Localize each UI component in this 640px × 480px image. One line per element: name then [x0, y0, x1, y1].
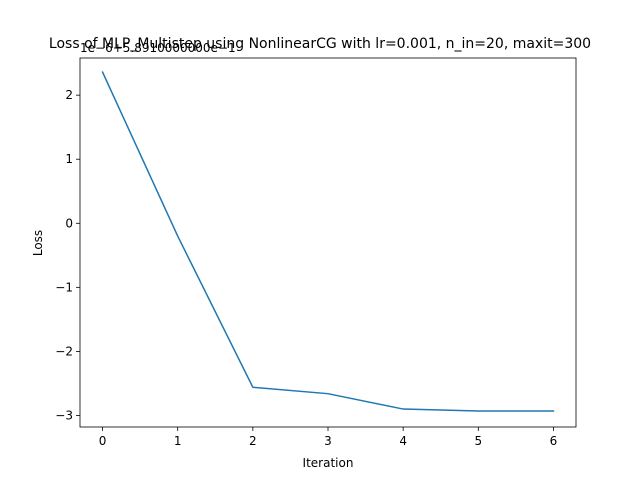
x-tick-label: 3: [324, 434, 332, 448]
y-offset-label: 1e−6+5.8910000000e−1: [80, 41, 236, 55]
y-axis-label: Loss: [31, 230, 45, 256]
series-layer: [101, 71, 555, 412]
y-tick-label: 2: [65, 88, 73, 102]
x-tick-label: 1: [174, 434, 182, 448]
x-tick-label: 6: [550, 434, 558, 448]
axes-frame: [79, 57, 577, 428]
x-axis-label: Iteration: [303, 456, 354, 470]
x-axis-ticks: 0 1 2 3 4 5 6: [99, 427, 558, 448]
y-tick-label: 1: [65, 152, 73, 166]
x-tick-label: 0: [99, 434, 107, 448]
y-tick-label: 0: [65, 216, 73, 230]
x-tick-label: 4: [399, 434, 407, 448]
x-tick-label: 2: [249, 434, 257, 448]
y-tick-label: −1: [55, 280, 73, 294]
loss-series-line: [101, 71, 555, 412]
y-tick-label: −2: [55, 344, 73, 358]
x-tick-label: 5: [474, 434, 482, 448]
y-tick-label: −3: [55, 408, 73, 422]
chart-title: Loss of MLP_Multistep using NonlinearCG …: [49, 36, 591, 52]
y-axis-ticks: −3 −2 −1 0 1 2: [55, 88, 80, 422]
